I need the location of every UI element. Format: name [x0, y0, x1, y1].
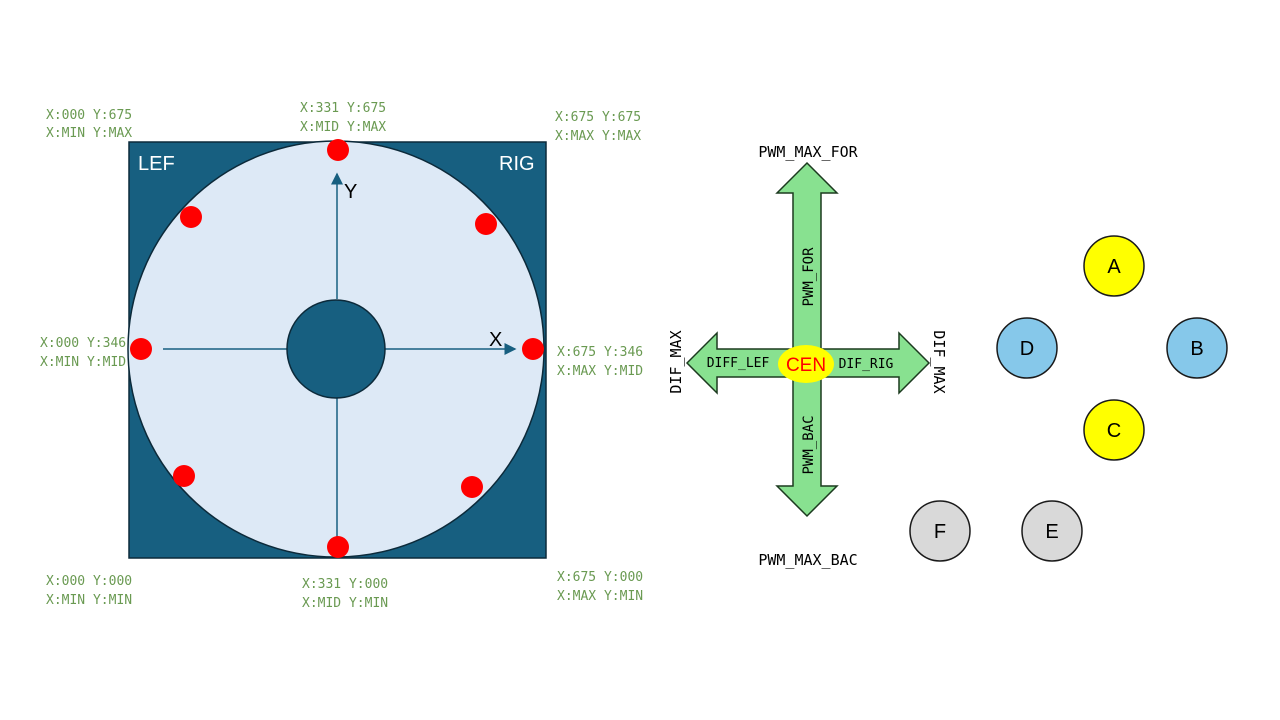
- coord-mid-left-1: X:000 Y:346: [40, 336, 126, 351]
- coord-bottom-left-2: X:MIN Y:MIN: [46, 593, 132, 608]
- dif-max-right-label: DIF_MAX: [930, 330, 948, 393]
- coord-top-left-2: X:MIN Y:MAX: [46, 126, 132, 141]
- joystick-center-knob[interactable]: [286, 299, 386, 399]
- button-f-label: F: [934, 521, 946, 543]
- coord-top-left-1: X:000 Y:675: [46, 108, 132, 123]
- pwm-max-bac-label: PWM_MAX_BAC: [758, 551, 857, 569]
- corner-left-label: LEF: [138, 153, 175, 175]
- button-e-label: E: [1045, 521, 1058, 543]
- coord-mid-left-2: X:MIN Y:MID: [40, 355, 126, 370]
- button-b-label: B: [1190, 338, 1203, 360]
- button-b[interactable]: [1166, 317, 1228, 379]
- direction-arrows: CEN PWM_MAX_FOR PWM_MAX_BAC PWM_FOR PWM_…: [667, 143, 948, 569]
- button-c[interactable]: [1083, 399, 1145, 461]
- joystick-diagram: X Y LEF RIG X:000 Y:675 X:MIN Y:MAX X:33…: [40, 101, 643, 611]
- marker-bottom-right: [461, 476, 483, 498]
- button-f[interactable]: [909, 500, 971, 562]
- pwm-bac-label: PWM_BAC: [801, 415, 817, 474]
- button-d[interactable]: [996, 317, 1058, 379]
- corner-right-label: RIG: [499, 153, 535, 175]
- axis-x-label: X: [489, 329, 502, 351]
- marker-bottom: [327, 536, 349, 558]
- center-ellipse: [778, 345, 834, 383]
- coord-top-mid-2: X:MID Y:MAX: [300, 120, 386, 135]
- coord-bottom-right-1: X:675 Y:000: [557, 570, 643, 585]
- coord-bottom-left-1: X:000 Y:000: [46, 574, 132, 589]
- coord-bottom-mid-1: X:331 Y:000: [302, 577, 388, 592]
- button-a[interactable]: [1083, 235, 1145, 297]
- marker-bottom-left: [173, 465, 195, 487]
- marker-top: [327, 139, 349, 161]
- coord-bottom-mid-2: X:MID Y:MIN: [302, 596, 388, 611]
- button-e[interactable]: [1021, 500, 1083, 562]
- coord-mid-right-2: X:MAX Y:MID: [557, 364, 643, 379]
- center-label: CEN: [786, 355, 826, 376]
- diff-lef-label: DIFF_LEF: [707, 356, 770, 371]
- axis-y-label: Y: [344, 181, 357, 203]
- pwm-max-for-label: PWM_MAX_FOR: [758, 143, 858, 161]
- button-d-label: D: [1020, 338, 1034, 360]
- coord-mid-right-1: X:675 Y:346: [557, 345, 643, 360]
- button-a-label: A: [1107, 256, 1121, 278]
- dif-rig-label: DIF_RIG: [839, 357, 894, 372]
- vertical-arrow: [775, 161, 839, 518]
- marker-right: [522, 338, 544, 360]
- button-c-label: C: [1107, 420, 1121, 442]
- coord-bottom-right-2: X:MAX Y:MIN: [557, 589, 643, 604]
- coord-top-right-2: X:MAX Y:MAX: [555, 129, 641, 144]
- coord-top-mid-1: X:331 Y:675: [300, 101, 386, 116]
- button-layout: A B C D E F: [909, 235, 1228, 562]
- marker-top-right: [475, 213, 497, 235]
- pwm-for-label: PWM_FOR: [801, 247, 817, 307]
- marker-left: [130, 338, 152, 360]
- marker-top-left: [180, 206, 202, 228]
- coord-top-right-1: X:675 Y:675: [555, 110, 641, 125]
- dif-max-left-label: DIF_MAX: [667, 330, 685, 393]
